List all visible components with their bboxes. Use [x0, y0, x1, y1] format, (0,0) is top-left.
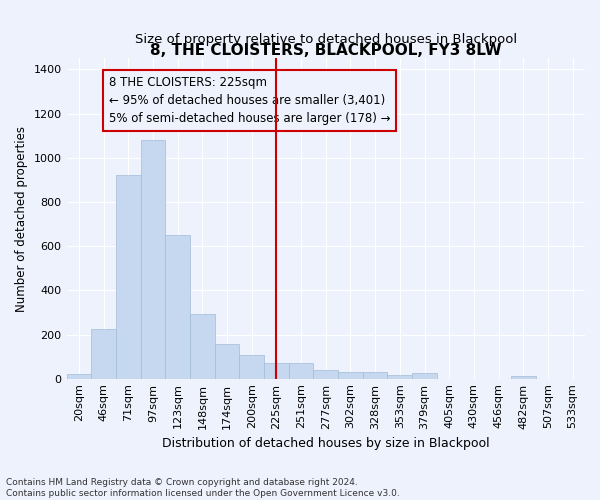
Bar: [313, 370, 338, 378]
Bar: [511, 376, 536, 378]
Bar: [264, 363, 289, 378]
Bar: [116, 176, 140, 378]
X-axis label: Distribution of detached houses by size in Blackpool: Distribution of detached houses by size …: [162, 437, 490, 450]
Title: 8, THE CLOISTERS, BLACKPOOL, FY3 8LW: 8, THE CLOISTERS, BLACKPOOL, FY3 8LW: [150, 44, 502, 59]
Bar: [239, 355, 264, 378]
Bar: [165, 235, 190, 378]
Bar: [190, 314, 215, 378]
Text: Contains HM Land Registry data © Crown copyright and database right 2024.
Contai: Contains HM Land Registry data © Crown c…: [6, 478, 400, 498]
Text: Size of property relative to detached houses in Blackpool: Size of property relative to detached ho…: [135, 32, 517, 46]
Text: 8 THE CLOISTERS: 225sqm
← 95% of detached houses are smaller (3,401)
5% of semi-: 8 THE CLOISTERS: 225sqm ← 95% of detache…: [109, 76, 390, 125]
Bar: [289, 363, 313, 378]
Bar: [215, 344, 239, 378]
Y-axis label: Number of detached properties: Number of detached properties: [15, 126, 28, 312]
Bar: [388, 376, 412, 378]
Bar: [412, 373, 437, 378]
Bar: [140, 140, 165, 378]
Bar: [91, 329, 116, 378]
Bar: [338, 372, 363, 378]
Bar: [363, 372, 388, 378]
Bar: [67, 374, 91, 378]
